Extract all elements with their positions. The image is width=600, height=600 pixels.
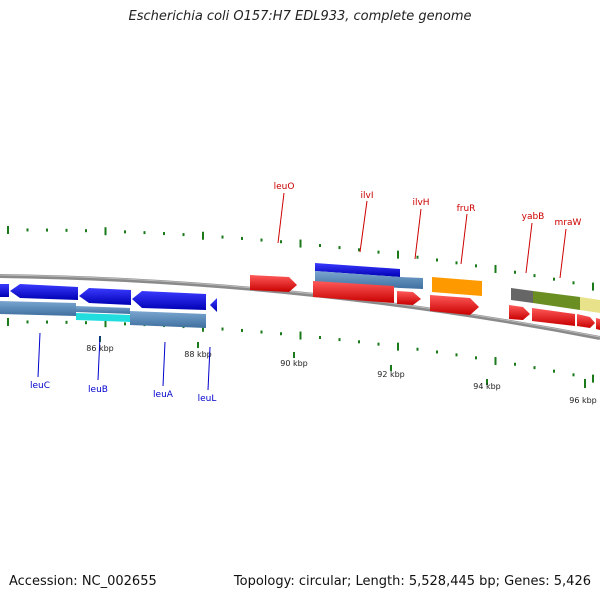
cds-bar[interactable] [0,301,76,316]
tick-label: 92 kbp [377,370,405,379]
map-title: Escherichia coli O157:H7 EDL933, complet… [128,9,472,24]
gene-label-fruR[interactable]: fruR [457,204,476,214]
gene-label-ilvH[interactable]: ilvH [412,198,429,208]
gene-arrow[interactable] [0,284,9,297]
gene-arrow[interactable] [596,318,600,330]
gene-arrow-leuL[interactable] [210,298,217,312]
genome-summary-text: Topology: circular; Length: 5,528,445 bp… [233,574,591,589]
gene-arrow[interactable] [509,305,530,320]
tick-label: 86 kbp [86,344,114,353]
cds-bar[interactable] [315,271,423,289]
gene-label-leuA[interactable]: leuA [153,390,174,400]
gene-label-leuL[interactable]: leuL [198,394,217,404]
tick-label: 94 kbp [473,382,501,391]
gene-arrow[interactable] [532,308,575,326]
forward-strand-features [250,263,600,330]
gene-label-leuO[interactable]: leuO [274,182,295,192]
gene-label-ilvI[interactable]: ilvI [361,191,374,201]
gene-bar[interactable] [315,263,400,277]
gene-bar-yabB[interactable] [511,288,533,303]
gene-arrow[interactable] [430,295,479,315]
cds-bar[interactable] [130,311,206,328]
gene-bar-fruR[interactable] [432,277,482,296]
gene-label-leuB[interactable]: leuB [88,385,108,395]
gene-arrow-ilvI[interactable] [313,281,394,303]
upper-tick-row [7,225,594,291]
cds-bar[interactable] [76,306,130,314]
tick-label: 96 kbp [569,396,597,405]
gene-arrow-leuC[interactable] [10,284,78,300]
gene-label-leuC[interactable]: leuC [30,381,50,391]
gene-arrow[interactable] [577,314,595,328]
gene-bar-mraW[interactable] [533,291,580,310]
gene-arrow-leuO[interactable] [250,275,297,292]
gene-bar[interactable] [580,297,600,313]
forward-gene-labels: leuO ilvI ilvH fruR yabB mraW [274,182,582,279]
gene-arrow-leuA[interactable] [132,291,206,310]
tick-label: 88 kbp [184,350,212,359]
cds-bar-highlight[interactable] [76,313,130,322]
genome-backbone [0,274,600,340]
accession-text: Accession: NC_002655 [9,574,157,589]
tick-label: 90 kbp [280,359,308,368]
gene-label-mraW[interactable]: mraW [555,218,582,228]
reverse-strand-features [0,284,217,328]
gene-arrow-ilvH[interactable] [397,291,421,305]
gene-label-yabB[interactable]: yabB [522,212,545,222]
reverse-gene-labels: leuC leuB leuA leuL [30,332,217,404]
gene-arrow-leuB[interactable] [79,288,131,305]
